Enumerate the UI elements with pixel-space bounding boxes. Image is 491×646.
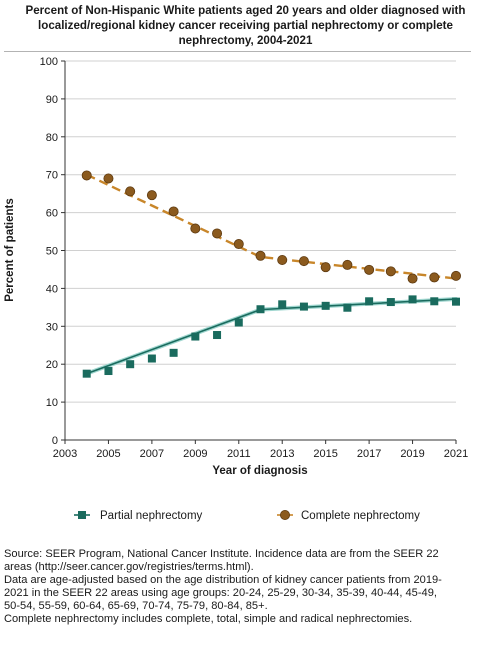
y-tick-label: 100: [40, 56, 58, 68]
x-tick-label: 2017: [357, 448, 381, 460]
partial-point: [430, 297, 439, 306]
complete-point: [190, 223, 201, 234]
y-tick-label: 80: [46, 132, 58, 144]
complete-point: [255, 250, 266, 261]
x-axis-label: Year of diagnosis: [212, 465, 307, 477]
footer-line-5: 50-54, 55-59, 60-64, 65-69, 70-74, 75-79…: [4, 600, 268, 612]
y-tick-label: 0: [52, 435, 58, 447]
partial-point: [104, 367, 113, 376]
legend-label: Complete nephrectomy: [301, 510, 420, 522]
footer-line-1: Source: SEER Program, National Cancer In…: [4, 548, 439, 560]
x-tick-label: 2003: [53, 448, 77, 460]
partial-point: [191, 332, 200, 341]
partial-point: [386, 298, 395, 307]
y-tick-label: 50: [46, 246, 58, 258]
axes: 0 10 20 30 40 50 60 70 80 90 100 2003 2005 2007 2009 20…: [40, 56, 469, 460]
line-chart: 0 10 20 30 40 50 60 70 80 90 100 2003 2005 2007 2009 20…: [4, 56, 469, 522]
gridlines: [65, 60, 456, 403]
complete-point: [146, 190, 157, 201]
complete-point: [277, 254, 288, 265]
legend-label: Partial nephrectomy: [100, 510, 203, 522]
legend: Partial nephrectomy Complete nephrectomy: [74, 509, 420, 522]
partial-point: [343, 303, 352, 312]
x-tick-label: 2007: [140, 448, 164, 460]
complete-point: [385, 266, 396, 277]
partial-point: [321, 301, 330, 310]
complete-point: [450, 270, 461, 281]
title-divider: [4, 51, 471, 52]
x-tick-label: 2021: [444, 448, 468, 460]
chart-title: Percent of Non-Hispanic White patients a…: [4, 3, 487, 48]
partial-point: [278, 300, 287, 309]
footer-line-6: Complete nephrectomy includes complete, …: [4, 613, 413, 625]
footer-line-2: areas (http://seer.cancer.gov/registries…: [4, 561, 254, 573]
y-tick-label: 30: [46, 321, 58, 333]
y-tick-label: 70: [46, 170, 58, 182]
partial-point: [365, 297, 374, 306]
complete-point: [364, 264, 375, 275]
footer-line-4: 2021 in the SEER 22 areas using age grou…: [4, 587, 437, 599]
partial-point: [299, 302, 308, 311]
complete-point: [342, 259, 353, 270]
complete-point: [103, 173, 114, 184]
partial-point: [82, 369, 91, 378]
y-tick-label: 20: [46, 359, 58, 371]
complete-point: [298, 256, 309, 267]
complete-point: [233, 239, 244, 250]
title-line-3: nephrectomy, 2004-2021: [178, 34, 313, 47]
x-tick-label: 2009: [183, 448, 207, 460]
x-tick-label: 2011: [227, 448, 251, 460]
partial-point: [213, 331, 222, 340]
partial-point: [452, 297, 460, 306]
y-axis-label: Percent of patients: [4, 198, 16, 302]
title-line-2: localized/regional kidney cancer receivi…: [38, 19, 453, 32]
complete-point: [168, 206, 179, 217]
complete-trend-line: [86, 173, 457, 280]
x-tick-label: 2015: [313, 448, 337, 460]
series-layer: [81, 170, 461, 378]
partial-point: [169, 348, 178, 357]
partial-point: [147, 354, 156, 363]
partial-point: [126, 360, 135, 369]
x-tick-label: 2019: [400, 448, 424, 460]
partial-trend-halo: [84, 297, 458, 376]
legend-partial-marker: [78, 511, 86, 519]
y-tick-label: 90: [46, 94, 58, 106]
x-tick-label: 2013: [270, 448, 294, 460]
partial-point: [408, 295, 417, 304]
complete-point: [320, 262, 331, 273]
complete-point: [429, 272, 440, 283]
complete-point: [407, 273, 418, 284]
legend-complete-marker: [279, 509, 290, 520]
partial-point: [234, 318, 243, 327]
complete-point: [212, 228, 223, 239]
complete-point: [81, 170, 92, 181]
partial-point: [256, 305, 265, 314]
title-line-1: Percent of Non-Hispanic White patients a…: [25, 4, 466, 17]
footer-line-3: Data are age-adjusted based on the age d…: [4, 574, 442, 586]
x-tick-label: 2005: [96, 448, 120, 460]
y-tick-label: 40: [46, 283, 58, 295]
y-tick-label: 10: [46, 397, 58, 409]
y-tick-label: 60: [46, 208, 58, 220]
source-notes: Source: SEER Program, National Cancer In…: [4, 548, 488, 626]
complete-point: [125, 186, 136, 197]
